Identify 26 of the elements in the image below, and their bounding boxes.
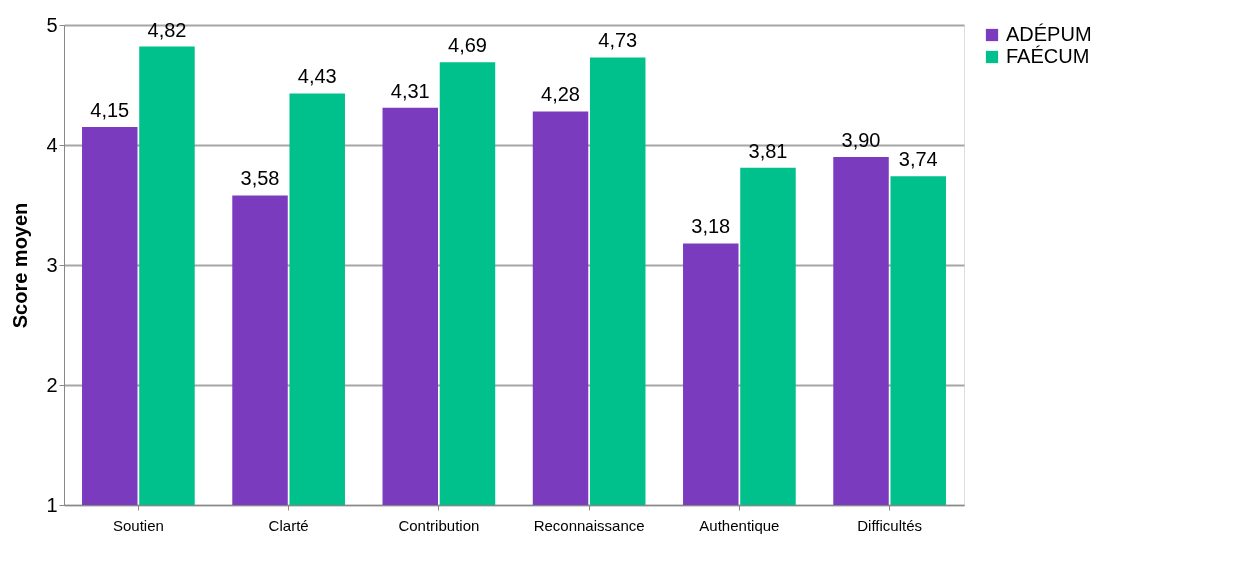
data-label: 4,31 bbox=[390, 79, 430, 102]
data-label: 3,74 bbox=[898, 148, 938, 171]
x-tick-label: Difficultés bbox=[857, 516, 922, 534]
data-label: 4,28 bbox=[541, 83, 580, 106]
legend-label: FAÉCUM bbox=[1006, 45, 1090, 67]
data-label: 4,82 bbox=[147, 18, 187, 41]
x-tick-label: Contribution bbox=[398, 516, 480, 534]
legend-label: ADÉPUM bbox=[1006, 23, 1092, 45]
y-axis-title: Score moyen bbox=[9, 202, 32, 329]
data-label: 4,15 bbox=[90, 99, 130, 121]
x-tick-label: Authentique bbox=[699, 516, 780, 534]
data-label: 3,90 bbox=[841, 129, 881, 151]
data-label: 4,69 bbox=[448, 34, 487, 57]
y-tick-label: 2 bbox=[46, 373, 58, 396]
data-label: 3,58 bbox=[240, 167, 280, 190]
y-tick-label: 5 bbox=[46, 13, 58, 36]
y-tick-label: 4 bbox=[46, 133, 58, 156]
x-tick-label: Soutien bbox=[112, 516, 164, 534]
y-tick-label: 3 bbox=[46, 253, 58, 276]
data-label: 3,18 bbox=[691, 215, 731, 238]
data-label: 3,81 bbox=[748, 139, 788, 162]
x-tick-label: Reconnaissance bbox=[533, 516, 645, 534]
y-tick-label: 1 bbox=[46, 493, 58, 516]
data-label: 4,73 bbox=[598, 29, 638, 52]
x-tick-label: Clarté bbox=[268, 516, 309, 534]
data-label: 4,43 bbox=[297, 65, 337, 88]
